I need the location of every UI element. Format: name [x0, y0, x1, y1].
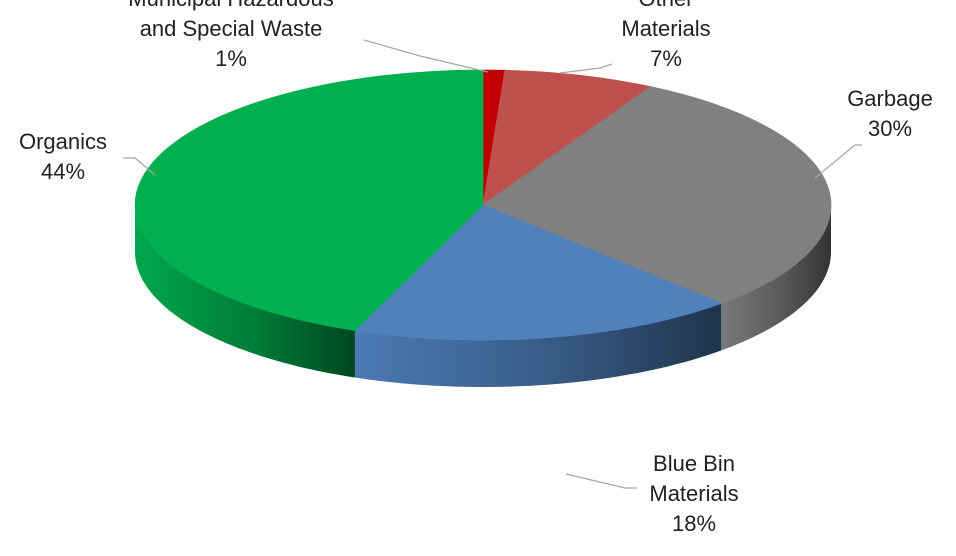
data-label-category: Municipal Hazardous	[128, 0, 333, 11]
pie-side-shade-blue-bin-materials	[354, 303, 722, 387]
data-label-percent: 44%	[41, 159, 85, 184]
leader-line-blue-bin-materials	[565, 473, 637, 489]
leader-line-other-materials	[559, 63, 613, 74]
pie-slice-garbage	[482, 86, 832, 304]
data-label-percent: 7%	[650, 46, 682, 71]
data-label-category: Blue Bin	[653, 451, 735, 476]
data-label-blue-bin-materials: Blue Bin Materials 18%	[649, 451, 738, 536]
pie-side-shade-garbage	[721, 205, 831, 351]
data-label-category: Other	[638, 0, 693, 11]
data-label-category: and Special Waste	[140, 16, 323, 41]
data-label-category: Garbage	[847, 86, 933, 111]
data-label-category: Materials	[621, 16, 710, 41]
leader-lines	[123, 39, 862, 489]
pie-slice-blue-bin-materials	[354, 204, 723, 341]
data-label-category: Materials	[649, 481, 738, 506]
data-label-category: Organics	[19, 129, 107, 154]
pie-slice-other-materials	[482, 69, 652, 206]
data-label-organics: Organics 44%	[19, 129, 107, 184]
data-label-garbage: Garbage 30%	[847, 86, 933, 141]
leader-line-organics	[123, 157, 156, 176]
data-label-percent: 30%	[868, 116, 912, 141]
data-label-municipal-hazardous-and-special-waste: Municipal Hazardous and Special Waste 1%	[128, 0, 333, 71]
leader-line-municipal-hazardous-and-special-waste	[363, 39, 489, 73]
data-label-percent: 18%	[672, 511, 716, 536]
slice-labels: Municipal Hazardous and Special Waste 1% Ot…	[19, 0, 933, 536]
data-label-other-materials: Other Materials 7%	[621, 0, 710, 71]
pie-top-layer	[134, 69, 832, 341]
leader-line-garbage	[814, 144, 862, 179]
pie-side-layer	[135, 205, 831, 387]
pie-slice-organics	[134, 69, 484, 331]
pie-side-shade-organics	[135, 205, 355, 378]
data-label-percent: 1%	[215, 46, 247, 71]
